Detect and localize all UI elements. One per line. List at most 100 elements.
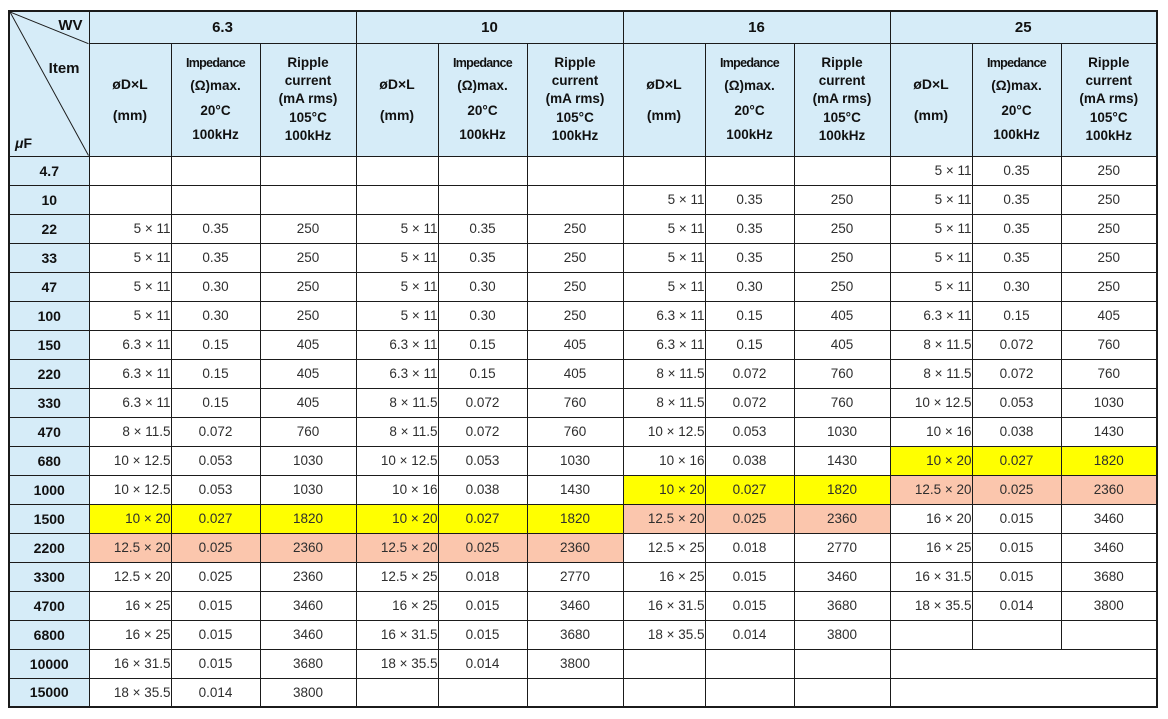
dim-cell xyxy=(889,619,973,650)
ripple-current-spec-table: WV Item μF 6.3 10 16 25 øD×L (mm) Impedanc… xyxy=(8,10,1158,708)
ripple-cell: 250 xyxy=(793,242,891,273)
table-row: 470 8 × 11.5 0.072 760 8 × 11.5 0.072 760 10 × … xyxy=(8,416,1158,447)
header-line: (mA rms) xyxy=(1079,91,1139,107)
header-line: Impedance xyxy=(185,55,246,70)
dim-cell: 5 × 11 xyxy=(622,271,706,302)
ripple-cell: 405 xyxy=(1060,300,1158,331)
ripple-cell: 3460 xyxy=(1060,532,1158,563)
dim-column-header: øD×L (mm) xyxy=(88,42,172,157)
dim-cell: 6.3 × 11 xyxy=(88,387,172,418)
ripple-cell: 760 xyxy=(259,416,357,447)
ripple-cell: 405 xyxy=(526,329,624,360)
ripple-cell: 405 xyxy=(259,387,357,418)
ripple-cell: 250 xyxy=(793,184,891,215)
dim-cell: 5 × 11 xyxy=(88,213,172,244)
impedance-cell xyxy=(437,155,528,186)
ripple-cell: 250 xyxy=(526,213,624,244)
impedance-cell xyxy=(704,677,795,708)
impedance-cell: 0.15 xyxy=(704,300,795,331)
impedance-cell xyxy=(170,184,261,215)
dim-cell: 10 × 16 xyxy=(889,416,973,447)
dim-cell: 12.5 × 20 xyxy=(88,561,172,592)
ripple-cell: 2360 xyxy=(1060,474,1158,505)
ripple-column-header: Ripple current (mA rms) 105°C 100kHz xyxy=(793,42,891,157)
impedance-cell: 0.072 xyxy=(971,358,1062,389)
dim-cell: 5 × 11 xyxy=(88,271,172,302)
ripple-cell: 1030 xyxy=(259,445,357,476)
dim-cell xyxy=(622,155,706,186)
corner-uf-label: μF xyxy=(15,134,33,151)
ripple-cell: 1430 xyxy=(793,445,891,476)
ripple-cell: 405 xyxy=(259,329,357,360)
ripple-cell: 760 xyxy=(1060,358,1158,389)
ripple-cell: 1030 xyxy=(526,445,624,476)
header-line: 100kHz xyxy=(192,126,239,142)
table-row: 220 6.3 × 11 0.15 405 6.3 × 11 0.15 405 8 × 11.… xyxy=(8,358,1158,389)
dim-cell: 16 × 25 xyxy=(88,619,172,650)
impedance-cell: 0.014 xyxy=(704,619,795,650)
dim-column-header: øD×L (mm) xyxy=(622,42,706,157)
ripple-cell: 1030 xyxy=(1060,387,1158,418)
impedance-cell: 0.027 xyxy=(437,503,528,534)
dim-cell: 12.5 × 20 xyxy=(622,503,706,534)
header-line: current xyxy=(818,73,866,89)
ripple-cell: 250 xyxy=(793,213,891,244)
dim-cell: 8 × 11.5 xyxy=(889,329,973,360)
table-row: 3300 12.5 × 20 0.025 2360 12.5 × 25 0.018 2770… xyxy=(8,561,1158,592)
impedance-cell: 0.018 xyxy=(704,532,795,563)
dim-cell: 5 × 11 xyxy=(622,242,706,273)
dim-cell: 10 × 12.5 xyxy=(355,445,439,476)
header-line: 20°C xyxy=(467,102,498,118)
impedance-cell: 0.072 xyxy=(971,329,1062,360)
ripple-cell: 405 xyxy=(526,358,624,389)
impedance-cell: 0.015 xyxy=(170,619,261,650)
impedance-cell: 0.15 xyxy=(170,329,261,360)
table-row: 1500 10 × 20 0.027 1820 10 × 20 0.027 1820 12.5… xyxy=(8,503,1158,534)
dim-cell: 10 × 20 xyxy=(355,503,439,534)
uf-row-label: 680 xyxy=(8,445,90,476)
header-line: (Ω)max. xyxy=(991,78,1042,94)
ripple-cell: 3680 xyxy=(793,590,891,621)
dim-cell: 5 × 11 xyxy=(889,242,973,273)
dim-cell: 10 × 12.5 xyxy=(88,445,172,476)
impedance-cell: 0.30 xyxy=(704,271,795,302)
impedance-cell: 0.35 xyxy=(704,184,795,215)
corner-cell: WV Item μF xyxy=(8,10,90,157)
voltage-group-header: 25 xyxy=(889,10,1158,44)
dim-cell: 16 × 31.5 xyxy=(889,561,973,592)
header-line: 100kHz xyxy=(459,126,506,142)
column-header-row: øD×L (mm) Impedance (Ω)max. 20°C 100kHz Ripple… xyxy=(9,42,1158,157)
voltage-group-header: 10 xyxy=(355,10,624,44)
impedance-cell: 0.15 xyxy=(437,329,528,360)
impedance-cell: 0.15 xyxy=(971,300,1062,331)
dim-cell: 6.3 × 11 xyxy=(88,329,172,360)
ripple-cell xyxy=(793,155,891,186)
ripple-cell: 250 xyxy=(1060,271,1158,302)
impedance-cell: 0.15 xyxy=(170,358,261,389)
impedance-cell xyxy=(704,155,795,186)
ripple-cell: 3460 xyxy=(526,590,624,621)
impedance-cell: 0.015 xyxy=(437,619,528,650)
dim-cell: 5 × 11 xyxy=(889,184,973,215)
uf-row-label: 4700 xyxy=(8,590,90,621)
table-row: 100 5 × 11 0.30 250 5 × 11 0.30 250 6.3 × 11 0.1… xyxy=(8,300,1158,331)
dim-cell: 8 × 11.5 xyxy=(622,387,706,418)
dim-cell: 5 × 11 xyxy=(88,300,172,331)
uf-row-label: 470 xyxy=(8,416,90,447)
impedance-cell: 0.053 xyxy=(170,445,261,476)
dim-cell: 10 × 12.5 xyxy=(889,387,973,418)
impedance-cell: 0.015 xyxy=(704,561,795,592)
impedance-cell: 0.027 xyxy=(704,474,795,505)
ripple-cell: 250 xyxy=(259,271,357,302)
dim-cell: 5 × 11 xyxy=(355,271,439,302)
uf-row-label: 1500 xyxy=(8,503,90,534)
corner-diagonal-lines xyxy=(10,12,88,155)
impedance-cell: 0.015 xyxy=(971,532,1062,563)
dim-cell: 10 × 20 xyxy=(889,445,973,476)
header-line: 20°C xyxy=(1001,102,1032,118)
dim-cell: 6.3 × 11 xyxy=(622,300,706,331)
dim-cell: 5 × 11 xyxy=(355,213,439,244)
table-row: 47 5 × 11 0.30 250 5 × 11 0.30 250 5 × 11 0.30 25… xyxy=(8,271,1158,302)
ripple-cell: 3460 xyxy=(259,619,357,650)
